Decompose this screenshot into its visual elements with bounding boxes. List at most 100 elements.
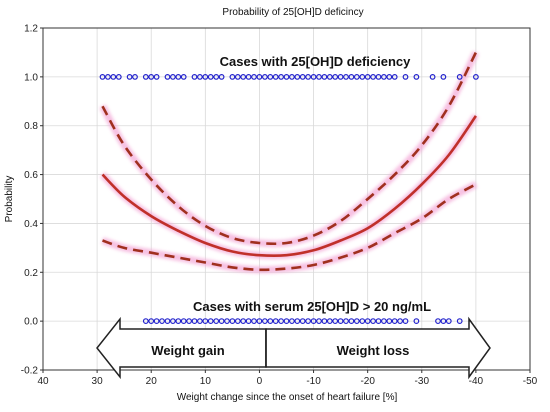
deficiency-point-43 [359,73,366,80]
x-axis-ticks: 40 30 20 10 0 -10 -20 -30 -40 -50 [37,370,538,387]
y-tick-label: 0.8 [24,121,38,132]
normal-point-48 [402,318,409,325]
normal-point-25 [278,318,285,325]
x-tick-label: -20 [360,376,375,387]
deficiency-point-41 [348,73,355,80]
deficiency-point-26 [267,73,274,80]
normal-point-26 [283,318,290,325]
normal-point-47 [397,318,404,325]
deficiency-point-22 [245,73,252,80]
normal-point-8 [186,318,193,325]
normal-point-9 [191,318,198,325]
normal-point-3 [159,318,165,325]
x-tick-label: -40 [469,376,484,387]
data-points [99,73,479,325]
deficiency-point-31 [294,73,301,80]
fit-curve [101,115,477,258]
deficiency-point-47 [381,73,387,80]
normal-point-35 [332,318,339,325]
deficiency-point-11 [175,73,182,80]
normal-point-10 [196,318,203,325]
upper_ci-glow [99,50,480,248]
plot-frame [42,27,531,371]
deficiency-point-6 [142,73,149,80]
normal-point-30 [305,318,312,325]
chart-title: Probability of 25[OH]D deficincy [222,7,363,18]
deficiency-point-14 [196,73,203,80]
deficiency-point-34 [310,73,317,80]
deficiency-point-25 [262,73,268,80]
y-tick-label: 1.2 [24,24,38,35]
curves [99,50,480,274]
normal-point-16 [229,318,236,325]
normal-point-41 [364,318,371,325]
annotation-weight-gain: Weight gain [151,343,224,358]
y-tick-label: 0.6 [24,170,38,181]
y-axis-ticks: -0.2 0.0 0.2 0.4 0.6 0.8 1.0 1.2 [21,24,43,377]
normal-point-23 [267,318,274,325]
y-tick-label: 0.4 [24,219,38,230]
deficiency-point-2 [110,73,117,80]
deficiency-point-50 [402,73,409,80]
normal-point-5 [169,318,176,325]
deficiency-point-29 [283,73,290,80]
deficiency-point-27 [272,73,279,80]
deficiency-point-39 [337,73,344,80]
x-tick-label: -50 [523,376,538,387]
annotation-weight-loss: Weight loss [337,343,410,358]
deficiency-point-51 [413,73,420,80]
annotation-deficiency: Cases with 25[OH]D deficiency [220,54,411,69]
deficiency-point-12 [180,73,187,80]
normal-point-42 [370,318,377,325]
normal-point-46 [391,318,398,325]
normal-point-50 [435,318,441,325]
normal-point-1 [148,318,155,325]
annotation-normal: Cases with serum 25[OH]D > 20 ng/mL [193,299,431,314]
normal-point-6 [175,318,182,325]
deficiency-point-10 [169,73,176,80]
normal-point-51 [440,318,447,325]
deficiency-point-15 [202,73,209,80]
normal-point-31 [310,318,317,325]
normal-point-20 [251,318,257,325]
deficiency-point-1 [104,73,111,80]
deficiency-point-3 [115,73,122,80]
deficiency-point-49 [391,73,398,80]
deficiency-point-20 [234,73,241,80]
lower_ci-curve [102,183,477,272]
weight-loss-arrow [265,316,491,380]
deficiency-point-40 [343,73,349,80]
deficiency-point-28 [278,73,285,80]
normal-point-49 [413,318,420,325]
normal-point-12 [207,318,214,325]
normal-point-36 [337,318,344,325]
x-axis-label: Weight change since the onset of heart f… [177,392,398,403]
y-tick-label: 1.0 [24,72,38,83]
deficiency-point-4 [126,73,133,80]
deficiency-point-8 [153,73,160,80]
normal-point-2 [153,318,160,325]
x-tick-label: 0 [257,376,263,387]
normal-point-52 [445,318,452,325]
deficiency-point-42 [353,73,360,80]
deficiency-point-33 [305,73,312,80]
normal-point-32 [316,318,322,325]
normal-point-17 [234,318,241,325]
deficiency-point-19 [229,73,236,80]
deficiency-point-32 [299,73,306,80]
deficiency-point-17 [213,73,220,80]
normal-point-22 [262,318,268,325]
deficiency-point-37 [326,73,333,80]
normal-point-45 [386,318,393,325]
x-tick-label: 20 [146,376,158,387]
y-tick-label: 0.2 [24,268,38,279]
x-tick-label: 40 [37,376,49,387]
deficiency-point-7 [148,73,155,80]
deficiency-point-35 [316,73,322,80]
deficiency-point-16 [207,73,214,80]
normal-point-27 [289,318,295,325]
normal-point-0 [142,318,149,325]
normal-point-39 [353,318,360,325]
y-tick-label: -0.2 [21,366,39,377]
deficiency-point-0 [99,73,106,80]
